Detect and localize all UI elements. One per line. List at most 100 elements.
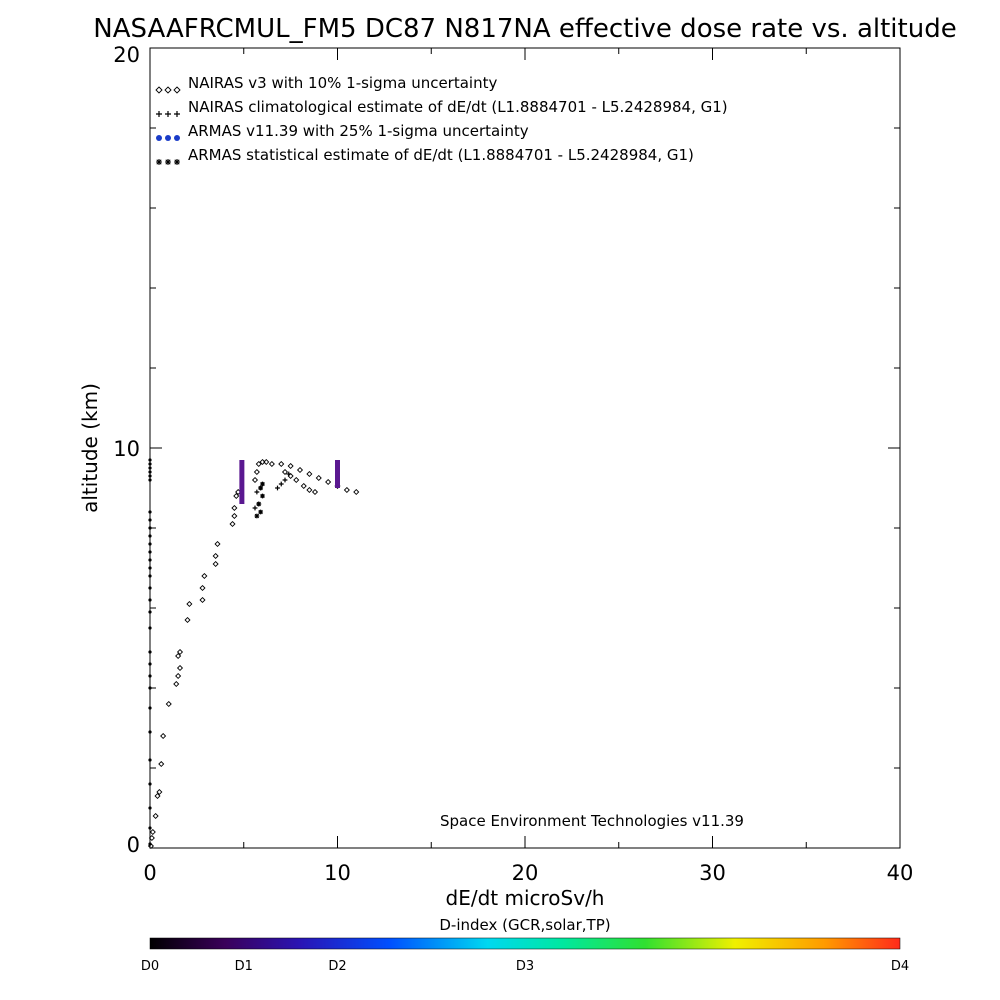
legend-marker <box>174 159 180 165</box>
data-point <box>278 481 284 487</box>
data-point <box>343 486 350 494</box>
legend-marker <box>165 111 171 117</box>
legend-item: NAIRAS climatological estimate of dE/dt … <box>156 98 728 117</box>
legend-marker <box>174 111 180 117</box>
data-point <box>175 672 182 680</box>
legend-marker <box>156 135 162 141</box>
data-point <box>252 505 258 511</box>
data-point <box>148 662 152 666</box>
data-point <box>233 492 240 500</box>
data-point <box>325 478 332 486</box>
colorbar-tick-label: D4 <box>891 959 909 974</box>
data-point <box>256 501 262 507</box>
data-point <box>260 493 265 499</box>
data-point <box>176 664 184 672</box>
data-point <box>278 460 285 468</box>
data-point <box>148 686 152 690</box>
data-point <box>148 566 152 570</box>
data-point <box>231 512 238 520</box>
data-point <box>148 598 152 602</box>
data-point <box>175 652 182 660</box>
y-tick-label: 20 <box>113 43 140 67</box>
series-asterisk <box>254 481 265 519</box>
series-diamond <box>147 458 360 850</box>
data-point <box>148 518 152 522</box>
legend-marker <box>165 159 171 165</box>
data-point <box>160 732 167 740</box>
data-point <box>212 552 219 560</box>
data-point <box>148 574 152 578</box>
x-tick-label: 30 <box>699 861 726 885</box>
legend-label: NAIRAS v3 with 10% 1-sigma uncertainty <box>188 74 497 92</box>
data-point <box>148 730 152 734</box>
data-point <box>148 458 152 462</box>
data-marks <box>147 458 360 850</box>
x-tick-label: 40 <box>887 861 914 885</box>
data-point <box>148 758 152 762</box>
legend: NAIRAS v3 with 10% 1-sigma uncertainty NA… <box>155 74 728 165</box>
data-point <box>148 550 152 554</box>
data-point <box>148 474 152 478</box>
data-point <box>199 584 206 592</box>
annotation-credit: Space Environment Technologies v11.39 <box>440 812 744 830</box>
data-point <box>165 700 172 708</box>
legend-item: NAIRAS v3 with 10% 1-sigma uncertainty <box>155 74 497 94</box>
data-point <box>199 596 206 604</box>
data-point <box>173 680 180 688</box>
data-point <box>184 616 191 624</box>
data-point <box>263 458 270 466</box>
legend-marker <box>156 159 162 165</box>
data-point <box>300 482 307 490</box>
data-point <box>148 470 152 474</box>
data-point <box>158 760 165 768</box>
legend-marker <box>155 86 163 94</box>
data-point <box>148 526 152 530</box>
legend-marker <box>165 135 171 141</box>
legend-label: NAIRAS climatological estimate of dE/dt … <box>188 98 728 116</box>
data-point <box>214 540 221 548</box>
data-point <box>306 486 313 494</box>
axis-ticks <box>149 47 901 849</box>
axis-tick-labels: 0 10 20 30 40 0 10 20 <box>113 43 913 885</box>
data-point <box>306 470 313 478</box>
series-bar <box>239 460 340 504</box>
data-point <box>148 826 152 830</box>
data-point <box>254 513 260 519</box>
data-point <box>149 828 156 836</box>
data-point <box>148 542 152 546</box>
x-tick-label: 10 <box>324 861 351 885</box>
data-point <box>148 806 152 810</box>
data-point <box>148 510 152 514</box>
x-tick-label: 0 <box>143 861 156 885</box>
colorbar <box>149 937 901 950</box>
data-point <box>148 478 152 482</box>
data-point <box>255 460 262 468</box>
data-point <box>148 674 152 678</box>
data-point <box>176 648 184 656</box>
data-point <box>229 520 236 528</box>
y-axis-label: altitude (km) <box>78 383 102 513</box>
data-point <box>148 462 152 466</box>
colorbar-tick-label: D3 <box>516 959 534 974</box>
data-point <box>287 462 294 470</box>
data-point <box>148 650 152 654</box>
chart-title: NASAAFRCMUL_FM5 DC87 N817NA effective do… <box>93 14 956 44</box>
data-point <box>186 600 193 608</box>
legend-label: ARMAS statistical estimate of dE/dt (L1.… <box>188 146 694 164</box>
colorbar-tick-label: D0 <box>141 959 159 974</box>
legend-marker <box>174 135 180 141</box>
data-point <box>148 706 152 710</box>
legend-label: ARMAS v11.39 with 25% 1-sigma uncertaint… <box>188 122 529 140</box>
data-point <box>296 466 304 474</box>
data-point <box>148 782 152 786</box>
data-point <box>311 488 319 496</box>
x-tick-label: 20 <box>512 861 539 885</box>
data-point <box>156 788 163 796</box>
data-point <box>282 477 288 483</box>
data-point <box>260 481 265 487</box>
legend-marker <box>156 111 162 117</box>
data-point <box>254 489 260 495</box>
x-axis-label: dE/dt microSv/h <box>446 886 605 910</box>
colorbar-ticks: D0 D1 D2 D3 D4 <box>141 959 909 974</box>
data-point <box>253 468 260 476</box>
